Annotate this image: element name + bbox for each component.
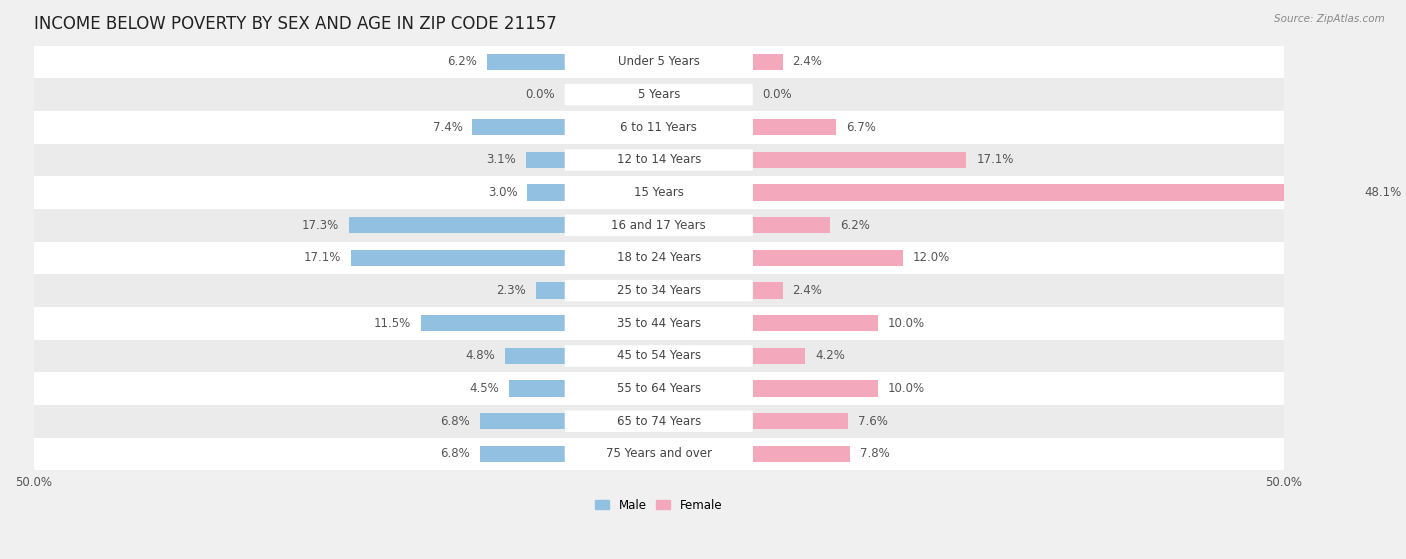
Bar: [752, 413, 848, 429]
Bar: [752, 217, 830, 234]
Text: 6.7%: 6.7%: [846, 121, 876, 134]
Text: 2.4%: 2.4%: [793, 55, 823, 69]
Bar: [752, 348, 806, 364]
Text: 6.8%: 6.8%: [440, 447, 470, 461]
Text: 4.8%: 4.8%: [465, 349, 495, 362]
Bar: [34, 209, 1284, 241]
Bar: [34, 405, 1284, 438]
Text: 6.2%: 6.2%: [839, 219, 870, 232]
Bar: [527, 184, 565, 201]
Text: 10.0%: 10.0%: [887, 382, 925, 395]
Text: 16 and 17 Years: 16 and 17 Years: [612, 219, 706, 232]
Text: 65 to 74 Years: 65 to 74 Years: [617, 415, 700, 428]
Bar: [34, 274, 1284, 307]
Bar: [752, 315, 877, 331]
Text: 15 Years: 15 Years: [634, 186, 683, 199]
Text: 11.5%: 11.5%: [374, 317, 411, 330]
Bar: [526, 152, 565, 168]
Bar: [505, 348, 565, 364]
Bar: [34, 111, 1284, 144]
Text: 7.6%: 7.6%: [858, 415, 887, 428]
Bar: [752, 282, 783, 299]
Bar: [536, 282, 565, 299]
Text: 45 to 54 Years: 45 to 54 Years: [617, 349, 700, 362]
FancyBboxPatch shape: [565, 312, 752, 334]
Bar: [488, 54, 565, 70]
Text: 18 to 24 Years: 18 to 24 Years: [617, 252, 700, 264]
FancyBboxPatch shape: [565, 280, 752, 301]
Text: 6.8%: 6.8%: [440, 415, 470, 428]
Text: 6.2%: 6.2%: [447, 55, 478, 69]
FancyBboxPatch shape: [565, 182, 752, 203]
FancyBboxPatch shape: [565, 247, 752, 269]
Text: 0.0%: 0.0%: [526, 88, 555, 101]
Bar: [422, 315, 565, 331]
Text: 4.5%: 4.5%: [470, 382, 499, 395]
Bar: [349, 217, 565, 234]
FancyBboxPatch shape: [565, 378, 752, 400]
Text: 2.4%: 2.4%: [793, 284, 823, 297]
Text: Under 5 Years: Under 5 Years: [617, 55, 700, 69]
FancyBboxPatch shape: [565, 443, 752, 465]
Text: 10.0%: 10.0%: [887, 317, 925, 330]
FancyBboxPatch shape: [565, 345, 752, 367]
Bar: [34, 307, 1284, 340]
Text: 17.1%: 17.1%: [304, 252, 342, 264]
Bar: [34, 340, 1284, 372]
Bar: [352, 250, 565, 266]
FancyBboxPatch shape: [565, 51, 752, 73]
Text: 12 to 14 Years: 12 to 14 Years: [617, 154, 702, 167]
Text: 3.1%: 3.1%: [486, 154, 516, 167]
FancyBboxPatch shape: [565, 149, 752, 170]
Text: 55 to 64 Years: 55 to 64 Years: [617, 382, 700, 395]
FancyBboxPatch shape: [565, 215, 752, 236]
Bar: [472, 119, 565, 135]
Bar: [34, 46, 1284, 78]
Bar: [34, 372, 1284, 405]
Bar: [34, 241, 1284, 274]
Text: 5 Years: 5 Years: [637, 88, 681, 101]
FancyBboxPatch shape: [565, 116, 752, 138]
Bar: [34, 78, 1284, 111]
Text: 7.4%: 7.4%: [433, 121, 463, 134]
Bar: [752, 446, 851, 462]
Text: 17.3%: 17.3%: [301, 219, 339, 232]
Bar: [479, 413, 565, 429]
Text: 35 to 44 Years: 35 to 44 Years: [617, 317, 700, 330]
Text: 3.0%: 3.0%: [488, 186, 517, 199]
Bar: [509, 381, 565, 397]
Bar: [752, 250, 903, 266]
Text: 25 to 34 Years: 25 to 34 Years: [617, 284, 700, 297]
Bar: [752, 184, 1354, 201]
Bar: [752, 119, 837, 135]
Bar: [34, 176, 1284, 209]
Text: 0.0%: 0.0%: [762, 88, 792, 101]
Bar: [34, 438, 1284, 470]
FancyBboxPatch shape: [565, 410, 752, 432]
Text: 17.1%: 17.1%: [976, 154, 1014, 167]
Bar: [479, 446, 565, 462]
Text: Source: ZipAtlas.com: Source: ZipAtlas.com: [1274, 14, 1385, 24]
Text: 7.8%: 7.8%: [860, 447, 890, 461]
FancyBboxPatch shape: [565, 84, 752, 106]
Text: INCOME BELOW POVERTY BY SEX AND AGE IN ZIP CODE 21157: INCOME BELOW POVERTY BY SEX AND AGE IN Z…: [34, 15, 557, 33]
Legend: Male, Female: Male, Female: [592, 495, 725, 515]
Bar: [752, 54, 783, 70]
Bar: [752, 381, 877, 397]
Text: 12.0%: 12.0%: [912, 252, 950, 264]
Text: 2.3%: 2.3%: [496, 284, 526, 297]
Text: 4.2%: 4.2%: [815, 349, 845, 362]
Text: 48.1%: 48.1%: [1364, 186, 1402, 199]
Text: 6 to 11 Years: 6 to 11 Years: [620, 121, 697, 134]
Text: 75 Years and over: 75 Years and over: [606, 447, 711, 461]
Bar: [34, 144, 1284, 176]
Bar: [752, 152, 966, 168]
